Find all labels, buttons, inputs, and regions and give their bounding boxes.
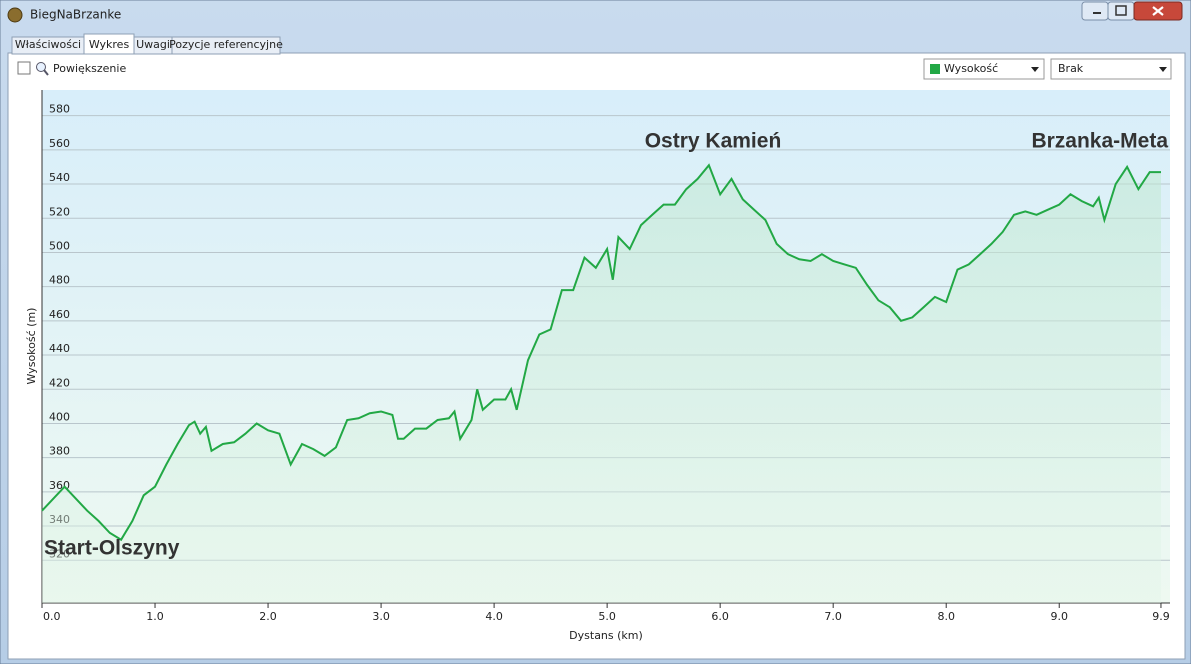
- y-axis-label: Wysokość (m): [25, 308, 38, 385]
- y-tick-label: 520: [49, 205, 70, 218]
- y-tick-label: 420: [49, 376, 70, 389]
- y-tick-label: 460: [49, 308, 70, 321]
- second-select[interactable]: [1050, 58, 1172, 80]
- x-tick-label: 3.0: [372, 610, 390, 623]
- minimize-icon: [1093, 12, 1101, 14]
- maximize-button[interactable]: [1107, 1, 1135, 21]
- x-tick-label: 9.9: [1152, 610, 1170, 623]
- dropdown-arrow: [1031, 67, 1039, 72]
- x-tick-label: 1.0: [146, 610, 164, 623]
- y-tick-label: 560: [49, 137, 70, 150]
- annotation: Brzanka-Meta: [1031, 130, 1168, 153]
- x-tick-label: 9.0: [1050, 610, 1068, 623]
- annotation: Start-Olszyny: [44, 537, 180, 560]
- zoom-label: Powiększenie: [53, 62, 126, 75]
- zoom-icon-handle: [43, 69, 49, 76]
- dropdown-arrow: [1159, 67, 1167, 72]
- x-tick-label: 8.0: [937, 610, 955, 623]
- second-select-text: Brak: [1058, 62, 1084, 75]
- y-tick-label: 400: [49, 410, 70, 423]
- x-tick-label: 5.0: [598, 610, 616, 623]
- y-tick-label: 440: [49, 342, 70, 355]
- series-select[interactable]: [923, 58, 1045, 80]
- y-tick-label: 380: [49, 445, 70, 458]
- x-tick-label: 7.0: [824, 610, 842, 623]
- series-select-text: Wysokość: [944, 62, 998, 75]
- x-tick-label: 4.0: [485, 610, 503, 623]
- annotation: Ostry Kamień: [645, 130, 782, 153]
- tab-label: Pozycje referencyjne: [169, 38, 283, 51]
- y-tick-label: 480: [49, 274, 70, 287]
- tab-label: Właściwości: [15, 38, 81, 51]
- zoom-icon: [36, 62, 46, 72]
- x-tick-label: 2.0: [259, 610, 277, 623]
- tab-label: Wykres: [89, 38, 130, 51]
- x-tick-label: 6.0: [711, 610, 729, 623]
- zoom-checkbox[interactable]: [17, 61, 31, 75]
- line: [41, 163, 1161, 542]
- minimize-button[interactable]: [1081, 1, 1109, 21]
- window-title: BiegNaBrzanke: [30, 8, 121, 22]
- x-tick-label: 0.0: [43, 610, 61, 623]
- y-tick-label: 540: [49, 171, 70, 184]
- y-tick-label: 500: [49, 239, 70, 252]
- x-axis-label: Dystans (km): [569, 629, 643, 642]
- tab-label: Uwagi: [136, 38, 170, 51]
- app-icon: [7, 7, 23, 23]
- series-swatch: [930, 64, 940, 74]
- area: [42, 165, 1161, 603]
- y-tick-label: 580: [49, 103, 70, 116]
- close-icon: [1152, 6, 1164, 16]
- maximize-icon: [1115, 5, 1127, 16]
- tab[interactable]: [171, 36, 281, 55]
